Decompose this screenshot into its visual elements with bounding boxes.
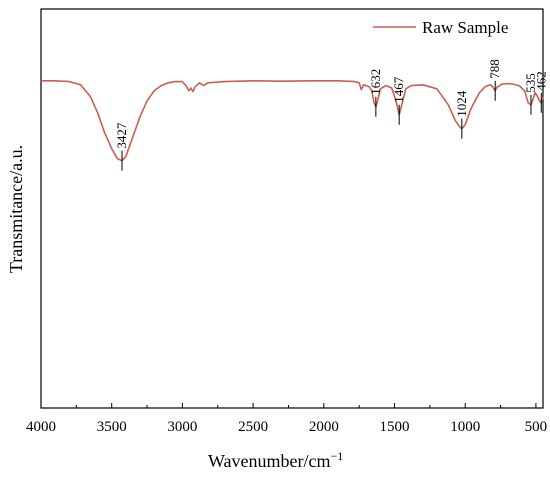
x-tick-labels: 4000 3500 3000 2500 2000 1500 1000 500 bbox=[26, 419, 547, 435]
peak-label-788: 788 bbox=[487, 59, 502, 79]
x-tick-label-2500: 2500 bbox=[238, 419, 268, 435]
y-axis-title: Transmitance/a.u. bbox=[6, 145, 26, 273]
x-tick-label-3000: 3000 bbox=[167, 419, 197, 435]
x-tick-label-1500: 1500 bbox=[380, 419, 410, 435]
legend: Raw Sample bbox=[373, 18, 508, 37]
series-layer bbox=[41, 80, 544, 162]
peak-label-462: 462 bbox=[533, 71, 548, 91]
x-ticks bbox=[40, 403, 537, 408]
peak-label-1467: 1467 bbox=[391, 76, 406, 103]
x-tick-label-2000: 2000 bbox=[309, 419, 339, 435]
peak-label-3427: 3427 bbox=[114, 122, 129, 149]
peak-label-1024: 1024 bbox=[454, 90, 469, 117]
x-tick-label-1000: 1000 bbox=[450, 419, 480, 435]
x-axis-title-sup: −1 bbox=[331, 449, 344, 463]
peak-label-1632: 1632 bbox=[368, 69, 383, 95]
peak-label-535: 535 bbox=[523, 73, 538, 93]
x-tick-label-500: 500 bbox=[525, 419, 548, 435]
x-axis-title-text: Wavenumber/cm bbox=[208, 451, 331, 471]
plot-frame bbox=[40, 8, 544, 409]
x-tick-label-4000: 4000 bbox=[26, 419, 56, 435]
x-axis-title: Wavenumber/cm−1 bbox=[208, 449, 343, 471]
x-tick-label-3500: 3500 bbox=[97, 419, 127, 435]
legend-label-raw-sample: Raw Sample bbox=[422, 18, 508, 37]
series-line-raw-sample bbox=[41, 80, 544, 162]
